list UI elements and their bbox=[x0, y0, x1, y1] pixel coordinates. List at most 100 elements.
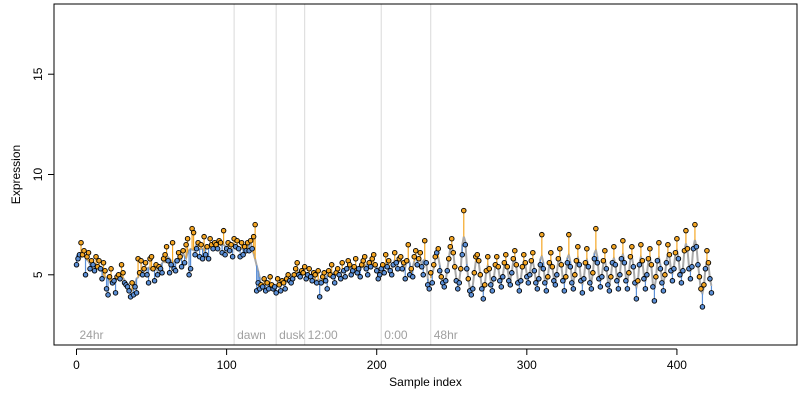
data-point bbox=[654, 258, 661, 264]
data-point bbox=[163, 243, 170, 250]
data-point bbox=[429, 280, 436, 286]
data-point bbox=[540, 266, 547, 272]
data-point bbox=[291, 272, 297, 278]
segment-label: 48hr bbox=[434, 328, 458, 342]
data-point bbox=[548, 249, 554, 256]
data-point bbox=[459, 251, 466, 258]
data-point bbox=[376, 272, 383, 278]
data-point bbox=[653, 274, 659, 280]
data-point bbox=[351, 264, 357, 270]
data-point bbox=[252, 221, 258, 228]
segment-label: 12:00 bbox=[308, 328, 338, 342]
data-point bbox=[555, 255, 562, 262]
data-point bbox=[322, 278, 329, 284]
data-point bbox=[539, 231, 545, 238]
x-tick-label: 100 bbox=[217, 358, 237, 372]
data-point bbox=[447, 243, 454, 250]
data-point bbox=[339, 260, 345, 266]
data-point bbox=[192, 251, 198, 258]
data-point bbox=[570, 286, 577, 292]
x-tick-label: 400 bbox=[667, 358, 687, 372]
y-axis: 5 10 15 bbox=[31, 67, 55, 278]
data-point bbox=[677, 272, 683, 278]
data-point bbox=[600, 258, 607, 264]
data-point bbox=[482, 282, 488, 288]
data-point bbox=[488, 282, 494, 288]
data-point bbox=[584, 245, 590, 252]
segment-label: 24hr bbox=[80, 328, 104, 342]
data-point bbox=[438, 274, 445, 280]
data-point bbox=[421, 237, 428, 244]
data-point bbox=[476, 258, 482, 264]
data-point bbox=[674, 235, 680, 242]
data-point bbox=[112, 290, 119, 296]
segment-labels: 24hr dawn dusk 12:00 0:00 48hr bbox=[80, 328, 458, 342]
plot-frame bbox=[53, 3, 798, 346]
data-point bbox=[573, 258, 580, 264]
data-point bbox=[385, 258, 392, 264]
data-point bbox=[564, 260, 571, 266]
data-point bbox=[144, 272, 150, 278]
data-point bbox=[639, 258, 646, 264]
data-point bbox=[428, 270, 434, 276]
data-point bbox=[201, 233, 207, 240]
data-point bbox=[204, 243, 210, 250]
data-point bbox=[205, 255, 212, 262]
data-point bbox=[403, 258, 410, 264]
data-point bbox=[657, 266, 664, 272]
data-point bbox=[159, 270, 165, 276]
data-point bbox=[507, 282, 514, 288]
data-point bbox=[367, 264, 374, 270]
data-point bbox=[126, 288, 132, 294]
data-point bbox=[443, 278, 449, 284]
data-point bbox=[90, 262, 96, 268]
data-point bbox=[220, 227, 227, 234]
data-point bbox=[202, 251, 209, 258]
data-point bbox=[405, 241, 411, 248]
data-point bbox=[315, 268, 321, 274]
data-point bbox=[384, 264, 390, 270]
data-point bbox=[533, 280, 539, 286]
data-point bbox=[608, 274, 614, 280]
data-point bbox=[150, 266, 156, 272]
data-point bbox=[313, 280, 320, 286]
data-point bbox=[120, 270, 126, 276]
data-point bbox=[111, 278, 117, 284]
y-tick-label: 5 bbox=[31, 271, 45, 278]
data-point bbox=[591, 255, 598, 262]
data-point bbox=[462, 241, 469, 248]
data-point bbox=[423, 260, 430, 266]
data-point bbox=[695, 262, 701, 268]
data-point bbox=[687, 276, 694, 282]
data-point bbox=[207, 235, 213, 242]
data-point bbox=[342, 274, 348, 280]
data-point bbox=[534, 286, 541, 292]
data-point bbox=[418, 264, 425, 270]
data-point bbox=[414, 262, 420, 268]
data-point bbox=[479, 286, 485, 292]
data-point bbox=[458, 266, 464, 272]
data-point bbox=[346, 262, 353, 268]
data-point bbox=[461, 207, 467, 214]
data-point bbox=[145, 280, 152, 286]
data-point bbox=[87, 266, 93, 272]
data-point bbox=[435, 245, 442, 252]
data-point bbox=[247, 237, 254, 244]
data-point bbox=[560, 278, 566, 284]
data-point bbox=[199, 255, 206, 262]
data-point bbox=[228, 241, 234, 248]
data-point bbox=[617, 272, 623, 278]
data-point bbox=[585, 264, 592, 270]
data-point bbox=[464, 266, 470, 272]
data-point bbox=[582, 260, 589, 266]
data-point bbox=[408, 266, 414, 272]
data-point bbox=[265, 286, 272, 292]
data-point bbox=[361, 253, 368, 260]
data-point bbox=[599, 274, 605, 280]
data-point bbox=[663, 260, 670, 266]
data-point bbox=[73, 262, 80, 268]
data-point bbox=[495, 264, 502, 270]
data-point bbox=[606, 288, 613, 294]
data-point bbox=[331, 280, 338, 286]
